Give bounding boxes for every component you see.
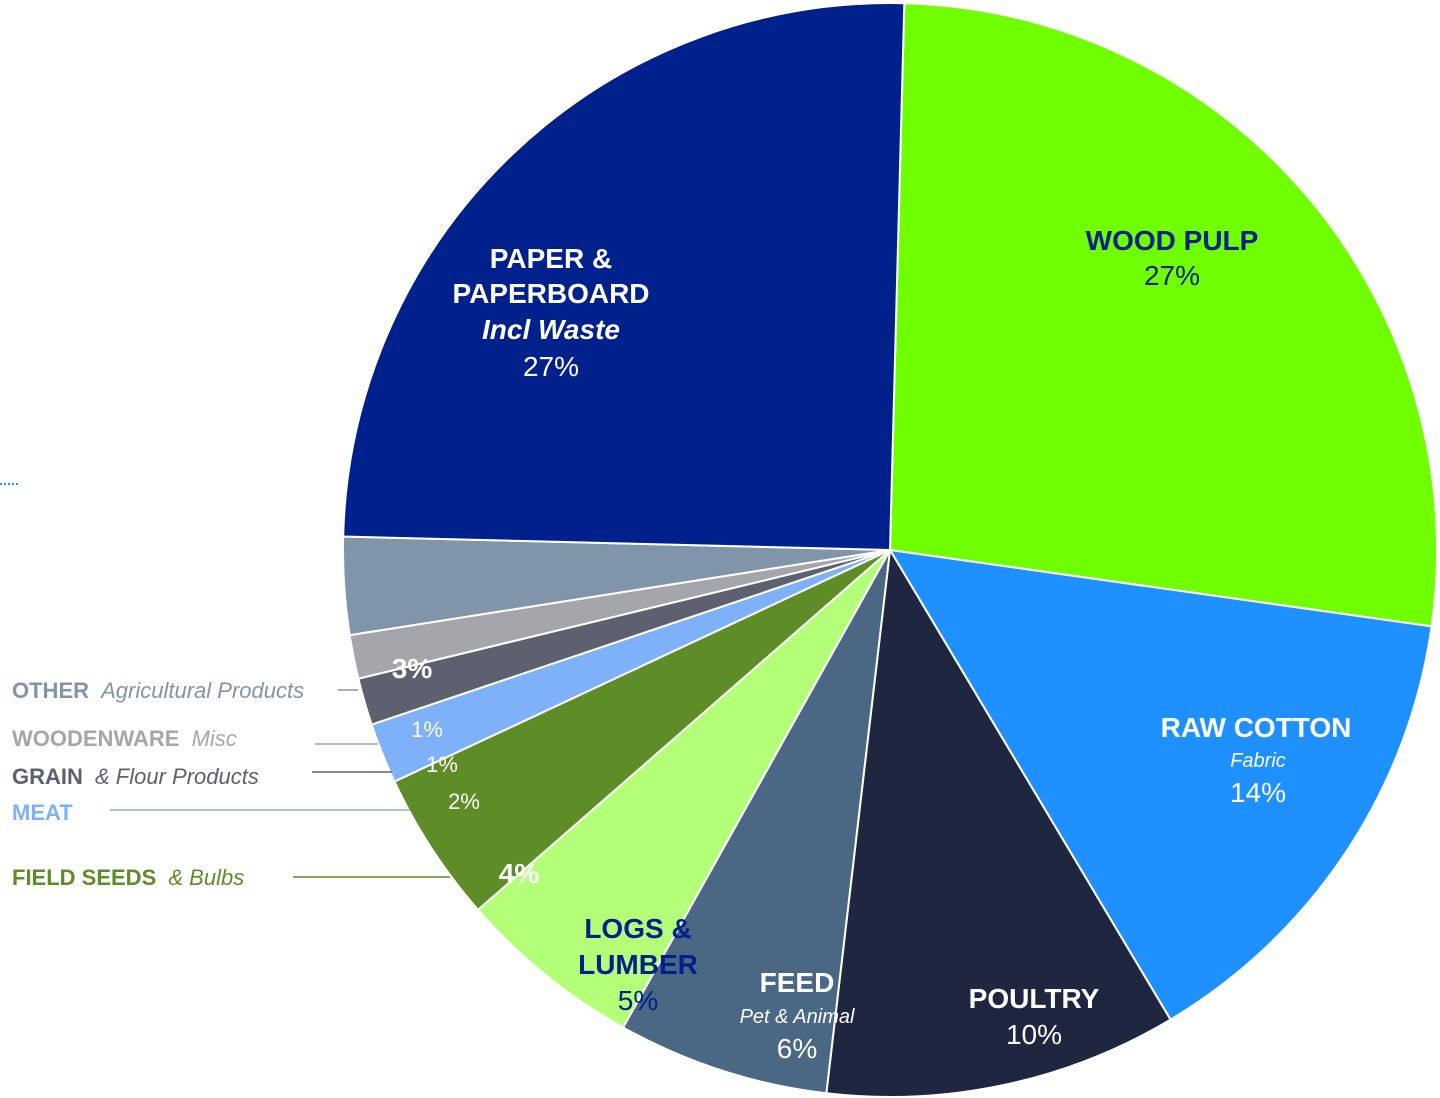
label-paper-sub: Incl Waste xyxy=(482,314,620,345)
callout-meat-name: MEAT xyxy=(12,800,73,825)
pie-slice-raw-cotton xyxy=(888,548,1433,1021)
label-raw-cotton-name: RAW COTTON xyxy=(1161,712,1352,743)
label-wood-pulp: WOOD PULP 27% xyxy=(1086,225,1259,291)
label-paper-line2: PAPERBOARD xyxy=(452,278,649,309)
callout-woodenware-sub: Misc xyxy=(192,726,237,751)
callout-grain: GRAIN & Flour Products xyxy=(12,764,259,789)
label-logs-lumber-pct: 5% xyxy=(618,985,658,1016)
label-logs-lumber-line2: LUMBER xyxy=(578,949,698,980)
callout-other: OTHER Agricultural Products xyxy=(12,678,304,703)
label-wood-pulp-pct: 27% xyxy=(1144,260,1200,291)
callout-grain-name: GRAIN xyxy=(12,764,83,789)
label-poultry-pct: 10% xyxy=(1006,1019,1062,1050)
label-woodenware-pct: 1% xyxy=(411,717,443,742)
callout-lines xyxy=(110,689,450,878)
callout-woodenware-name: WOODENWARE xyxy=(12,726,179,751)
pie-slice-paper-paperboard xyxy=(342,2,906,552)
label-grain-pct: 1% xyxy=(426,752,458,777)
label-feed-name: FEED xyxy=(760,967,835,998)
label-meat-pct: 2% xyxy=(448,789,480,814)
label-poultry-name: POULTRY xyxy=(969,983,1100,1014)
pie-slice-feed xyxy=(621,549,891,1095)
label-poultry: POULTRY 10% xyxy=(969,983,1100,1050)
label-logs-lumber: LOGS & LUMBER 5% xyxy=(578,913,698,1016)
callout-other-sub: Agricultural Products xyxy=(99,678,304,703)
callout-field-seeds-name: FIELD SEEDS xyxy=(12,865,156,890)
label-paper-line1: PAPER & xyxy=(490,243,612,274)
pie-slice-wood-pulp xyxy=(888,2,1438,628)
label-feed: FEED Pet & Animal 6% xyxy=(740,967,855,1064)
label-feed-pct: 6% xyxy=(777,1033,817,1064)
label-paper-pct: 27% xyxy=(523,351,579,382)
label-raw-cotton-sub: Fabric xyxy=(1230,750,1286,772)
label-raw-cotton: RAW COTTON Fabric 14% xyxy=(1161,712,1352,808)
label-raw-cotton-pct: 14% xyxy=(1230,777,1286,808)
label-field-seeds-pct: 4% xyxy=(499,858,540,889)
callout-other-name: OTHER xyxy=(12,678,89,703)
pie-slice-logs-lumber xyxy=(476,549,891,1029)
pie-slice-poultry xyxy=(825,546,1172,1098)
pie-slices xyxy=(342,2,1438,1098)
callout-grain-sub: & Flour Products xyxy=(95,764,259,789)
callout-field-seeds-sub: & Bulbs xyxy=(168,865,244,890)
label-logs-lumber-line1: LOGS & xyxy=(584,913,691,944)
callout-meat: MEAT xyxy=(12,800,73,825)
label-paper: PAPER & PAPERBOARD Incl Waste 27% xyxy=(452,243,649,382)
callout-woodenware: WOODENWARE Misc xyxy=(12,726,237,751)
callout-field-seeds: FIELD SEEDS & Bulbs xyxy=(12,865,244,890)
label-wood-pulp-name: WOOD PULP xyxy=(1086,225,1259,256)
label-feed-sub: Pet & Animal xyxy=(740,1006,855,1028)
label-other-pct: 3% xyxy=(392,653,433,684)
